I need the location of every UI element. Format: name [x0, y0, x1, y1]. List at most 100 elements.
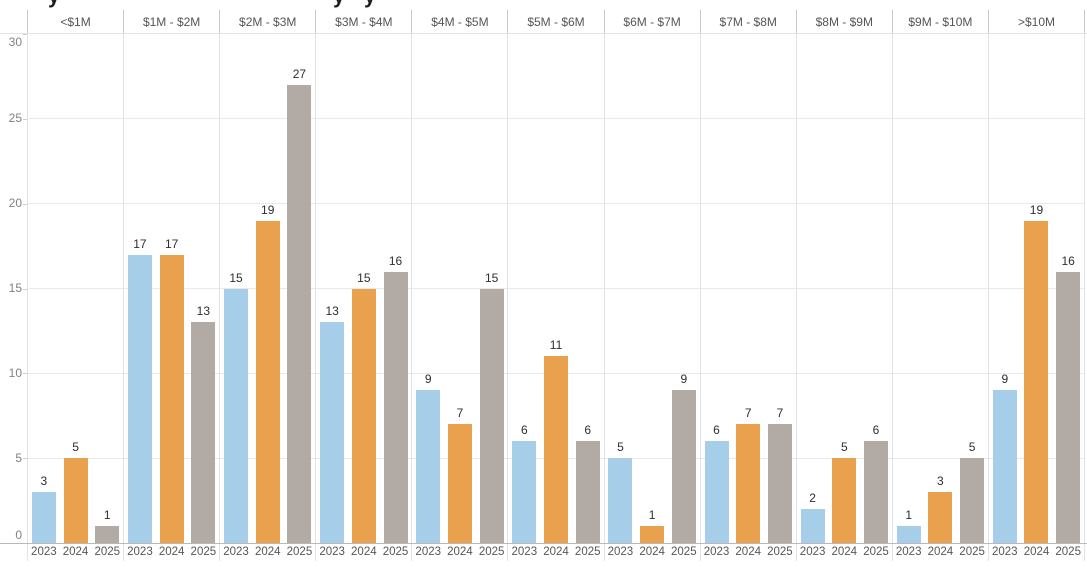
year-label: 2024	[831, 546, 858, 558]
year-label: 2025	[671, 546, 697, 558]
bar-2024[interactable]	[544, 356, 569, 543]
column-header[interactable]: $1M - $2M	[123, 10, 219, 33]
bar-2025[interactable]	[479, 288, 504, 543]
bar-value-label: 6	[713, 423, 720, 438]
bar-value-label: 1	[905, 508, 913, 523]
bar-value-label: 7	[776, 406, 784, 421]
bar-2023[interactable]	[992, 390, 1017, 543]
column-header-label: $4M - $5M	[431, 14, 489, 29]
bar-2023[interactable]	[416, 390, 441, 543]
bar-value-label: 16	[388, 253, 403, 268]
bar-2025[interactable]	[960, 458, 985, 543]
bar-2025[interactable]	[575, 441, 600, 543]
category-panel: 17 17 13	[123, 34, 219, 543]
category-panel: 13 15 16	[315, 34, 411, 543]
gridline	[27, 118, 1085, 120]
column-header[interactable]: $2M - $3M	[219, 10, 315, 33]
bar-2024[interactable]	[1024, 220, 1049, 543]
gridline	[27, 288, 1085, 289]
bar-2024[interactable]	[736, 424, 761, 543]
y-tick-label: 15	[8, 281, 22, 295]
bar-2024[interactable]	[640, 526, 665, 543]
year-label: 2024	[639, 546, 665, 558]
bar-2023[interactable]	[320, 322, 345, 543]
bar-2024[interactable]	[447, 424, 472, 543]
bar-column: 9	[412, 34, 444, 543]
y-tick-mark	[23, 34, 28, 35]
year-label: 2025	[286, 546, 313, 558]
bar-2023[interactable]	[608, 458, 633, 543]
bar-2023[interactable]	[31, 492, 56, 543]
year-label: 2023	[799, 546, 826, 558]
bar-column: 13	[316, 34, 348, 543]
bar-column: 15	[220, 34, 252, 543]
bar-2024[interactable]	[159, 254, 184, 543]
bar-value-label: 6	[520, 423, 528, 438]
column-header[interactable]: $7M - $8M	[699, 10, 796, 33]
title-glyph: y	[364, 0, 376, 9]
bar-column: 9	[989, 34, 1021, 543]
bar-2024[interactable]	[832, 458, 857, 543]
bar-value-label: 5	[840, 440, 848, 455]
bar-column: 27	[284, 34, 316, 543]
bar-column: 5	[956, 34, 988, 543]
bar-value-label: 3	[40, 474, 48, 489]
bar-2023[interactable]	[896, 526, 921, 543]
column-header-label: $5M - $6M	[527, 14, 585, 29]
bar-2023[interactable]	[800, 509, 825, 543]
bar-column: 5	[605, 34, 637, 543]
header-separator-line	[0, 33, 1087, 34]
column-header[interactable]: <$1M	[27, 10, 123, 33]
title-glyph: y	[48, 0, 60, 9]
column-header[interactable]: $3M - $4M	[315, 10, 411, 33]
year-label: 2025	[574, 546, 601, 558]
bar-value-label: 15	[357, 270, 371, 285]
bar-value-label: 9	[680, 372, 688, 387]
bar-column: 5	[60, 34, 92, 543]
x-axis-line	[0, 543, 1087, 544]
bar-2023[interactable]	[512, 441, 537, 543]
bar-2025[interactable]	[671, 390, 696, 543]
column-header[interactable]: $4M - $5M	[411, 10, 507, 33]
bar-2025[interactable]	[95, 526, 120, 543]
bar-2025[interactable]	[287, 84, 312, 543]
year-label: 2024	[735, 546, 761, 558]
bar-value-label: 5	[617, 440, 624, 455]
column-header-label: $3M - $4M	[335, 14, 393, 29]
bar-2025[interactable]	[767, 424, 792, 543]
y-tick-label: 30	[8, 34, 22, 49]
category-panel: 3 5 1	[27, 34, 123, 543]
bar-value-label: 1	[103, 508, 111, 523]
category-panel: 9 19 16	[987, 34, 1086, 543]
bar-column: 1	[91, 34, 123, 543]
x-label-group: 2023 2024 2025	[411, 544, 507, 561]
bar-2025[interactable]	[383, 271, 408, 543]
bar-2023[interactable]	[704, 441, 729, 543]
column-header[interactable]: >$10M	[987, 10, 1086, 33]
bar-2023[interactable]	[127, 254, 152, 543]
column-header[interactable]: $6M - $7M	[603, 10, 700, 33]
column-header[interactable]: $5M - $6M	[507, 10, 603, 33]
bar-2024[interactable]	[928, 492, 953, 543]
bar-column: 15	[348, 34, 380, 543]
bar-column: 6	[572, 34, 604, 543]
column-header[interactable]: $8M - $9M	[795, 10, 892, 33]
bar-2025[interactable]	[1056, 271, 1081, 543]
year-label: 2024	[927, 546, 954, 558]
column-header[interactable]: $9M - $10M	[891, 10, 988, 33]
year-label: 2023	[415, 546, 442, 558]
column-header-label: >$10M	[1017, 14, 1055, 29]
bar-value-label: 9	[1001, 372, 1009, 387]
bar-column: 6	[701, 34, 733, 543]
bar-column: 6	[860, 34, 892, 543]
bar-2024[interactable]	[63, 458, 88, 543]
bar-value-label: 3	[937, 474, 944, 489]
bar-2024[interactable]	[255, 220, 280, 543]
bar-2025[interactable]	[191, 322, 216, 543]
bar-2025[interactable]	[864, 441, 888, 543]
bar-column: 16	[1052, 34, 1084, 543]
year-label: 2024	[158, 546, 185, 558]
bar-2023[interactable]	[224, 288, 249, 543]
bar-2024[interactable]	[351, 288, 376, 543]
